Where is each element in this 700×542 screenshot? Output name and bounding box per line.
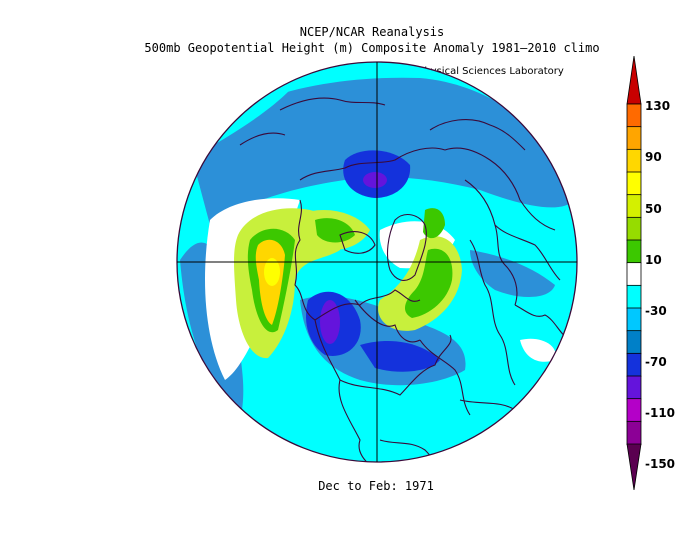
colorbar-bin — [626, 55, 642, 105]
deep-blue-atlantic — [360, 340, 440, 372]
colorbar-bin — [626, 330, 642, 355]
colorbar-bin — [626, 443, 642, 491]
white-patch-atlantic — [520, 338, 556, 362]
colorbar-label-50: 50 — [645, 202, 662, 216]
colorbar-bin — [626, 239, 642, 264]
colorbar-bin — [626, 352, 642, 377]
colorbar-bin — [626, 307, 642, 332]
violet-canada-core — [320, 300, 340, 344]
colorbar-bin — [626, 284, 642, 309]
colorbar-bin — [626, 171, 642, 196]
colorbar-bin — [626, 126, 642, 151]
violet-siberia-core — [363, 172, 387, 188]
colorbar-label-minus150: -150 — [645, 457, 676, 471]
colorbar-label-130: 130 — [645, 99, 671, 113]
colorbar-bin — [626, 398, 642, 423]
colorbar-bin — [626, 375, 642, 400]
colorbar-label-minus70: -70 — [645, 355, 667, 369]
colorbar-label-90: 90 — [645, 150, 662, 164]
colorbar-bins — [626, 55, 642, 491]
yellow-pacific-core — [264, 258, 280, 286]
period-label: Dec to Feb: 1971 — [318, 479, 434, 493]
anomaly-field — [177, 62, 577, 462]
colorbar-bin — [626, 194, 642, 219]
colorbar-bin — [626, 148, 642, 173]
colorbar-bin — [626, 103, 642, 128]
colorbar-bin — [626, 420, 642, 445]
green-north-atlantic — [423, 208, 445, 239]
green-alaska — [315, 218, 355, 243]
colorbar-label-10: 10 — [645, 253, 662, 267]
colorbar-label-minus110: -110 — [645, 406, 676, 420]
chart-subtitle: 500mb Geopotential Height (m) Composite … — [144, 41, 600, 55]
chart-title: NCEP/NCAR Reanalysis — [299, 25, 445, 39]
colorbar-bin — [626, 216, 642, 241]
coastlines — [239, 97, 571, 462]
colorbar-bin — [626, 262, 642, 287]
colorbar-label-minus30: -30 — [645, 304, 667, 318]
